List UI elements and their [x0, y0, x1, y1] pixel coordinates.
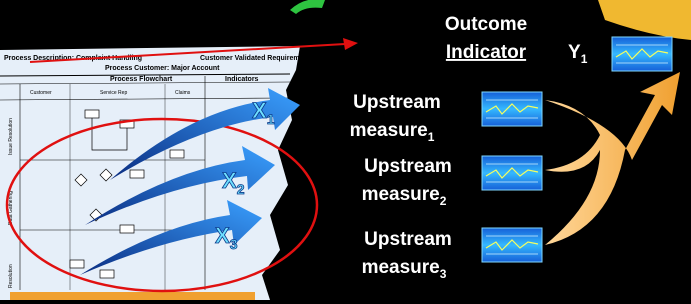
measure-label: Upstream	[364, 156, 452, 177]
process-sheet: Process Description: Complaint Handling …	[0, 46, 369, 300]
measure-label: measure3	[362, 257, 447, 281]
yellow-shape	[598, 0, 691, 40]
outcome-chart	[612, 37, 672, 71]
column: Claims	[175, 90, 191, 96]
header-customer: Process Customer: Major Account	[105, 65, 220, 72]
measure-chart	[482, 228, 542, 262]
measure-chart	[482, 92, 542, 126]
row: Issue Resolution	[8, 118, 14, 155]
row: Resolution	[8, 264, 14, 288]
column: Customer	[30, 90, 52, 96]
measure-label: measure2	[362, 184, 447, 208]
measure-label: Upstream	[364, 229, 452, 250]
measure-label: measure1	[350, 120, 435, 144]
measure-chart	[482, 156, 542, 190]
diagram: Process Description: Complaint Handling …	[0, 0, 691, 304]
indicators: Indicators	[225, 76, 259, 83]
outcome-label: Indicator	[446, 42, 527, 63]
column: Service Rep	[100, 90, 127, 96]
header-requirements: Customer Validated Requirements: Resolve…	[200, 55, 369, 62]
flowchart-title: Process Flowchart	[110, 76, 173, 83]
merge-arrow	[545, 72, 680, 245]
red-arrowhead	[343, 38, 358, 50]
outcome-label: Outcome	[445, 14, 527, 35]
outcome-letter: Y1	[568, 42, 588, 66]
green-arc	[290, 0, 325, 14]
measure-label: Upstream	[353, 92, 441, 113]
